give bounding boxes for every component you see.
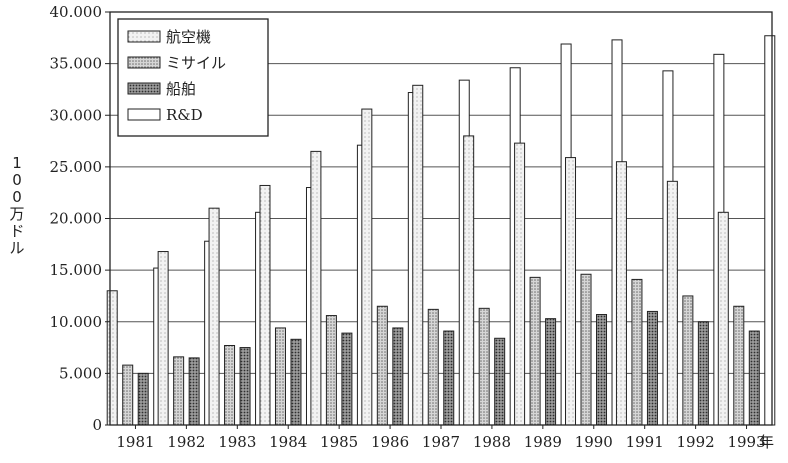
bar (717, 211, 729, 426)
y-tick-label: 30.000 (50, 106, 103, 124)
bar (529, 276, 541, 426)
bar (208, 207, 220, 426)
bar (697, 321, 709, 426)
bar (666, 180, 678, 426)
bar (310, 150, 322, 426)
bar (615, 161, 627, 426)
bar (764, 35, 776, 426)
x-tick-label: 1984 (269, 433, 307, 451)
bar (631, 278, 643, 426)
x-tick-label: 1985 (320, 433, 358, 451)
bar (596, 314, 608, 426)
bar (224, 344, 236, 426)
x-tick-label: 1990 (575, 433, 613, 451)
bar (106, 290, 118, 426)
y-axis-label-char: 0 (12, 188, 22, 206)
y-axis-label-char: 万 (9, 205, 24, 223)
bar (514, 142, 526, 426)
bar (733, 305, 745, 426)
y-tick-label: 0 (92, 416, 102, 434)
y-tick-label: 40.000 (50, 3, 103, 21)
y-axis-label-char: ル (9, 239, 24, 257)
x-tick-label: 1981 (116, 433, 154, 451)
x-tick-label: 1982 (167, 433, 205, 451)
bar (290, 338, 302, 426)
y-axis: 0 5.000 10.000 15.000 20.000 25.000 30.000 35.0… (50, 3, 110, 434)
bar (259, 184, 271, 426)
bar (341, 332, 353, 426)
bar (478, 307, 490, 426)
legend-label: 船舶 (166, 80, 196, 98)
legend-swatch (127, 30, 161, 43)
bar (748, 330, 760, 426)
x-axis-unit: 年 (759, 433, 774, 451)
legend-swatch (127, 82, 161, 95)
x-tick-label: 1988 (473, 433, 511, 451)
x-tick-label: 1983 (218, 433, 256, 451)
bar (361, 108, 373, 426)
y-axis-label-char: ド (9, 222, 24, 240)
y-tick-label: 15.000 (50, 261, 103, 279)
bar (427, 308, 439, 426)
x-axis: 1981 1982 1983 1984 1985 1986 1987 1988 1989 1990… (116, 425, 774, 451)
bar (274, 327, 286, 426)
x-tick-label: 1989 (524, 433, 562, 451)
y-tick-label: 20.000 (50, 210, 103, 228)
legend-label: 航空機 (166, 28, 211, 46)
bar (565, 157, 577, 426)
legend-swatch (127, 56, 161, 69)
y-tick-label: 10.000 (50, 313, 103, 331)
bar (325, 315, 337, 426)
y-tick-label: 35.000 (50, 55, 103, 73)
bar (646, 310, 658, 426)
bar (173, 356, 185, 426)
y-axis-label-char: 0 (12, 171, 22, 189)
bar (494, 337, 506, 426)
bar (392, 327, 404, 426)
bar (188, 357, 200, 426)
legend-label: R&D (166, 106, 203, 124)
x-tick-label: 1987 (422, 433, 460, 451)
x-tick-label: 1986 (371, 433, 409, 451)
bar (122, 364, 134, 426)
y-axis-label-char: 1 (12, 154, 22, 172)
bar (376, 305, 388, 426)
bar (239, 347, 251, 426)
x-tick-label: 1993 (727, 433, 765, 451)
legend-swatch (127, 108, 161, 121)
bars (106, 35, 776, 426)
y-tick-label: 5.000 (59, 364, 102, 382)
bar (580, 273, 592, 426)
bar (463, 135, 475, 426)
bar (412, 84, 424, 426)
y-tick-label: 25.000 (50, 158, 103, 176)
bar (545, 318, 557, 426)
x-tick-label: 1991 (626, 433, 664, 451)
legend-label: ミサイル (166, 54, 226, 72)
bar (137, 372, 149, 426)
bar (443, 330, 455, 426)
bar (157, 251, 169, 426)
x-tick-label: 1992 (677, 433, 715, 451)
bar (682, 295, 694, 426)
